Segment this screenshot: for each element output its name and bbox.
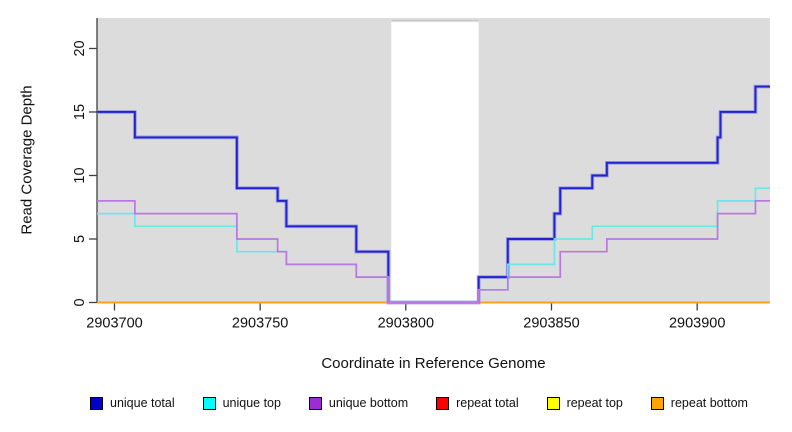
legend-label: repeat top	[566, 396, 623, 410]
y-tick-label: 10	[72, 167, 88, 183]
x-tick-label: 2903750	[232, 316, 288, 332]
legend-label: unique total	[110, 396, 175, 410]
legend-label: repeat total	[456, 396, 519, 410]
y-tick-label: 0	[72, 298, 88, 306]
legend-swatch-unique-bottom	[308, 396, 322, 410]
y-tick-label: 15	[72, 104, 88, 120]
legend: unique total unique top unique bottom repea…	[90, 396, 748, 410]
series-line-unique-bottom	[97, 200, 770, 304]
legend-label: unique top	[222, 396, 281, 410]
legend-item-repeat-top: repeat top	[546, 396, 623, 410]
x-tick-label: 2903900	[669, 316, 725, 332]
legend-label: unique bottom	[328, 396, 409, 410]
legend-item-unique-bottom: unique bottom	[308, 396, 409, 410]
legend-swatch-unique-total	[90, 396, 103, 410]
x-tick-label: 2903800	[378, 316, 434, 332]
x-tick-label: 2903850	[523, 316, 579, 332]
legend-item-unique-total: unique total	[90, 396, 175, 410]
legend-label: repeat bottom	[670, 396, 748, 410]
legend-swatch-repeat-total	[436, 396, 450, 410]
x-tick-label: 2903700	[86, 316, 142, 332]
legend-swatch-repeat-bottom	[650, 396, 664, 410]
y-tick-label: 5	[72, 235, 88, 243]
highlight-band	[391, 21, 479, 305]
legend-swatch-unique-top	[202, 396, 216, 410]
plot-area: 2903700 2903750 2903800 2903850 2903900 0 5 10 1…	[72, 18, 770, 332]
series-line-unique-total	[97, 85, 770, 304]
legend-item-repeat-total: repeat total	[436, 396, 519, 410]
legend-swatch-repeat-top	[546, 396, 560, 410]
legend-item-unique-top: unique top	[202, 396, 281, 410]
y-tick-label: 20	[72, 40, 88, 56]
legend-item-repeat-bottom: repeat bottom	[650, 396, 748, 410]
x-axis-label: Coordinate in Reference Genome	[321, 355, 546, 372]
